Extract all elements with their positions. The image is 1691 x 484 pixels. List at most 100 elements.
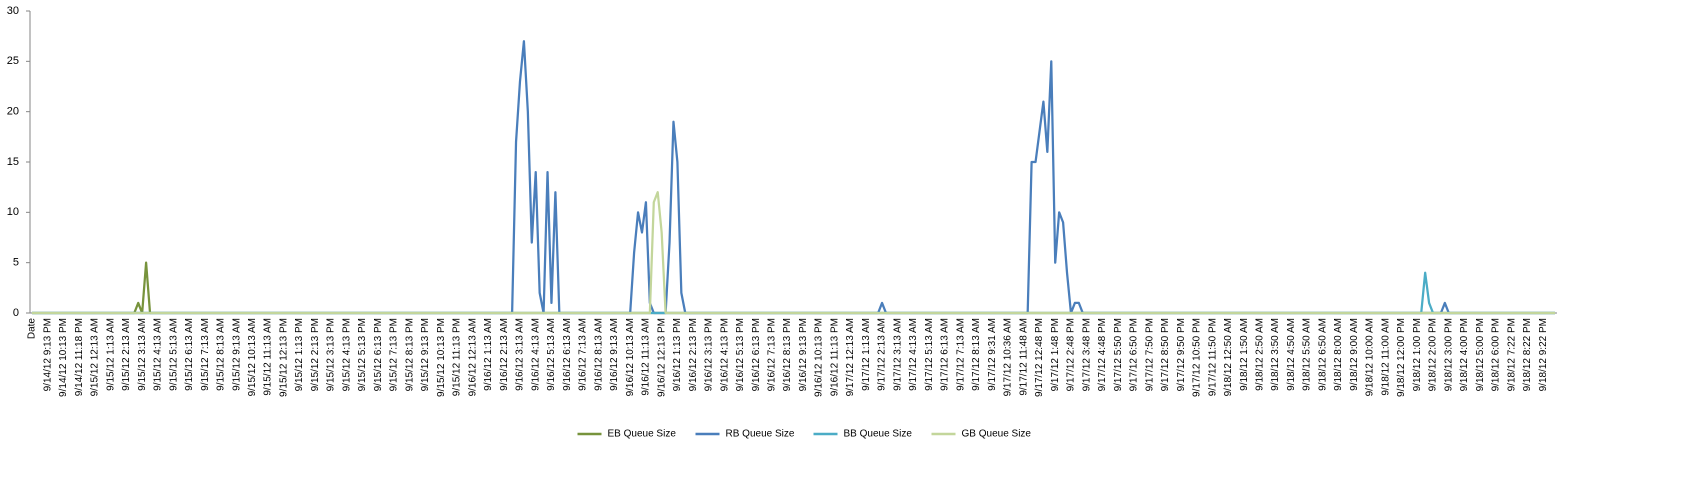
x-tick-label: 9/16/12 8:13 PM (782, 318, 793, 391)
x-tick-label: 9/17/12 12:48 PM (1034, 318, 1045, 397)
y-tick-label: 5 (13, 257, 19, 269)
x-tick-label: 9/16/12 1:13 PM (672, 318, 683, 391)
x-tick-label: 9/18/12 8:00 AM (1333, 318, 1344, 391)
legend-label: GB Queue Size (962, 429, 1032, 440)
x-tick-label: 9/18/12 12:00 PM (1396, 318, 1407, 397)
x-tick-label: 9/17/12 9:31 AM (987, 318, 998, 391)
x-tick-label: 9/17/12 10:36 AM (1003, 318, 1014, 396)
x-tick-label: 9/15/12 12:13 PM (278, 318, 289, 397)
x-tick-label: 9/16/12 4:13 PM (719, 318, 730, 391)
x-tick-label: 9/15/12 12:13 AM (90, 318, 101, 396)
x-tick-label: 9/16/12 3:13 PM (704, 318, 715, 391)
x-tick-label: 9/15/12 10:13 PM (436, 318, 447, 397)
y-tick-label: 10 (7, 206, 19, 218)
x-tick-label: 9/14/12 10:13 PM (58, 318, 69, 397)
x-tick-label: 9/17/12 9:50 PM (1176, 318, 1187, 391)
y-tick-label: 0 (13, 307, 19, 319)
x-tick-label: 9/16/12 8:13 AM (593, 318, 604, 391)
legend-item: BB Queue Size (813, 429, 913, 440)
x-tick-label: 9/15/12 6:13 PM (373, 318, 384, 391)
x-tick-label: 9/17/12 7:13 AM (955, 318, 966, 391)
x-tick-label: Date (27, 318, 38, 340)
x-tick-label: 9/18/12 12:50 AM (1223, 318, 1234, 396)
x-tick-label: 9/18/12 1:50 AM (1239, 318, 1250, 391)
x-tick-label: 9/18/12 3:00 PM (1443, 318, 1454, 391)
x-tick-label: 9/18/12 7:22 PM (1506, 318, 1517, 391)
x-tick-label: 9/18/12 1:00 PM (1412, 318, 1423, 391)
x-tick-label: 9/15/12 7:13 PM (389, 318, 400, 391)
x-tick-label: 9/15/12 10:13 AM (247, 318, 258, 396)
legend-label: EB Queue Size (608, 429, 677, 440)
x-tick-label: 9/16/12 1:13 AM (483, 318, 494, 391)
x-tick-label: 9/15/12 3:13 PM (326, 318, 337, 391)
x-tick-label: 9/15/12 11:13 PM (452, 318, 463, 396)
y-tick-label: 30 (7, 5, 19, 17)
x-tick-label: 9/17/12 11:50 PM (1207, 318, 1218, 396)
x-tick-label: 9/16/12 9:13 AM (609, 318, 620, 391)
legend-label: RB Queue Size (726, 429, 795, 440)
x-tick-label: 9/18/12 5:00 PM (1475, 318, 1486, 391)
x-tick-label: 9/17/12 3:13 AM (892, 318, 903, 391)
y-tick-label: 15 (7, 156, 19, 168)
legend-label: BB Queue Size (844, 429, 913, 440)
x-tick-label: 9/17/12 8:50 PM (1160, 318, 1171, 391)
x-tick-label: 9/17/12 1:48 PM (1050, 318, 1061, 391)
x-tick-label: 9/18/12 4:00 PM (1459, 318, 1470, 391)
x-tick-label: 9/17/12 1:13 AM (861, 318, 872, 391)
x-tick-label: 9/16/12 12:13 AM (467, 318, 478, 396)
x-tick-label: 9/15/12 3:13 AM (137, 318, 148, 391)
x-tick-label: 9/18/12 5:50 AM (1302, 318, 1313, 391)
x-tick-label: 9/14/12 9:13 PM (42, 318, 53, 391)
x-tick-label: 9/15/12 8:13 AM (216, 318, 227, 391)
x-tick-label: 9/18/12 9:22 PM (1538, 318, 1549, 391)
x-tick-label: 9/15/12 11:13 AM (263, 318, 274, 396)
x-tick-label: 9/16/12 5:13 AM (546, 318, 557, 391)
x-tick-label: 9/17/12 3:48 PM (1081, 318, 1092, 391)
x-tick-label: 9/15/12 1:13 PM (294, 318, 305, 391)
x-tick-label: 9/15/12 9:13 PM (420, 318, 431, 391)
x-tick-label: 9/15/12 2:13 AM (121, 318, 132, 391)
x-tick-label: 9/17/12 7:50 PM (1144, 318, 1155, 391)
legend-item: EB Queue Size (577, 429, 677, 440)
x-tick-label: 9/18/12 6:50 AM (1317, 318, 1328, 391)
x-tick-label: 9/15/12 9:13 AM (231, 318, 242, 391)
x-tick-label: 9/18/12 4:50 AM (1286, 318, 1297, 391)
x-tick-label: 9/17/12 6:50 PM (1129, 318, 1140, 391)
x-tick-label: 9/17/12 8:13 AM (971, 318, 982, 391)
x-tick-label: 9/18/12 2:50 AM (1255, 318, 1266, 391)
x-tick-label: 9/17/12 4:13 AM (908, 318, 919, 391)
x-tick-label: 9/16/12 6:13 PM (751, 318, 762, 391)
legend-item: RB Queue Size (695, 429, 795, 440)
y-tick-label: 20 (7, 106, 19, 118)
x-tick-label: 9/14/12 11:18 PM (74, 318, 85, 396)
x-tick-label: 9/15/12 2:13 PM (310, 318, 321, 391)
x-tick-label: 9/17/12 6:13 AM (940, 318, 951, 391)
x-tick-label: 9/18/12 9:00 AM (1349, 318, 1360, 391)
x-tick-label: 9/16/12 2:13 PM (688, 318, 699, 391)
x-tick-label: 9/16/12 11:13 AM (641, 318, 652, 396)
x-tick-label: 9/16/12 7:13 PM (766, 318, 777, 391)
x-tick-label: 9/16/12 11:13 PM (829, 318, 840, 396)
x-tick-label: 9/17/12 2:48 PM (1066, 318, 1077, 391)
x-tick-label: 9/15/12 8:13 PM (404, 318, 415, 391)
x-tick-label: 9/16/12 7:13 AM (578, 318, 589, 391)
x-tick-label: 9/18/12 3:50 AM (1270, 318, 1281, 391)
x-tick-label: 9/16/12 10:13 AM (625, 318, 636, 396)
x-tick-label: 9/15/12 4:13 AM (153, 318, 164, 391)
x-tick-label: 9/16/12 6:13 AM (562, 318, 573, 391)
x-tick-label: 9/16/12 2:13 AM (499, 318, 510, 391)
legend-item: GB Queue Size (931, 429, 1032, 440)
x-tick-label: 9/17/12 5:13 AM (924, 318, 935, 391)
x-tick-label: 9/18/12 6:00 PM (1491, 318, 1502, 391)
x-tick-label: 9/18/12 11:00 AM (1380, 318, 1391, 396)
x-tick-label: 9/18/12 10:00 AM (1365, 318, 1376, 396)
x-tick-label: 9/15/12 5:13 PM (357, 318, 368, 391)
x-tick-label: 9/16/12 9:13 PM (798, 318, 809, 391)
y-tick-label: 25 (7, 55, 19, 67)
series-line (31, 191, 1556, 315)
x-tick-label: 9/16/12 10:13 PM (814, 318, 825, 397)
x-tick-label: 9/16/12 12:13 PM (656, 318, 667, 397)
